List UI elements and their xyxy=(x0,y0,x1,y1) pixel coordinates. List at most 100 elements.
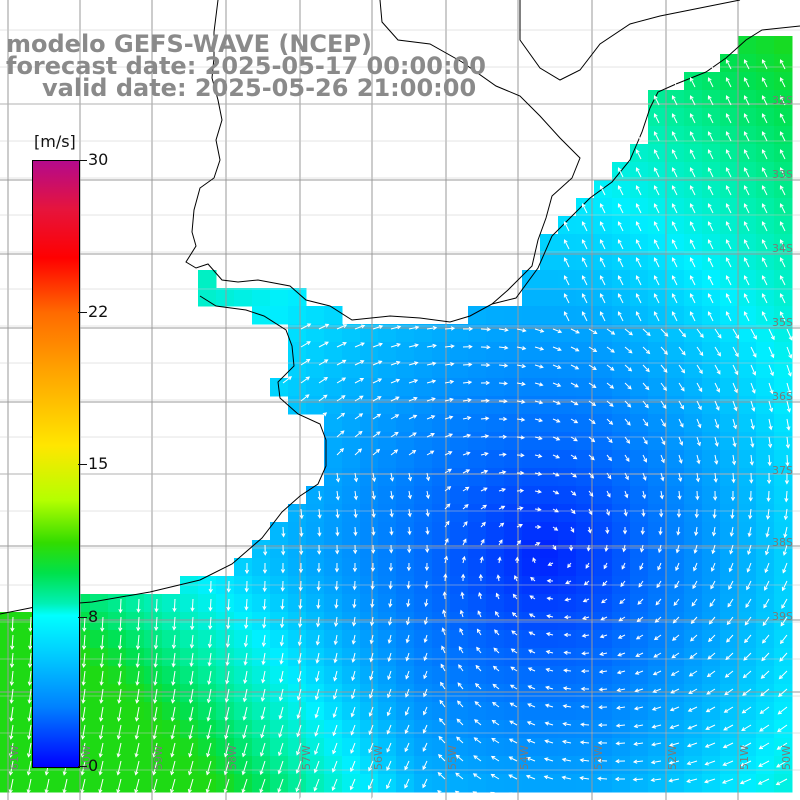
wind-arrow xyxy=(624,436,631,444)
wind-cell xyxy=(684,180,703,199)
wind-cell xyxy=(90,702,109,721)
wind-arrow xyxy=(261,634,266,647)
wind-cell xyxy=(486,468,505,487)
wind-arrow xyxy=(635,221,642,232)
wind-arrow xyxy=(209,796,212,800)
wind-arrow xyxy=(778,688,788,697)
wind-arrow xyxy=(653,131,660,142)
wind-arrow xyxy=(191,796,194,800)
wind-cell xyxy=(360,738,379,757)
wind-cell xyxy=(540,396,559,415)
wind-cell xyxy=(450,774,469,793)
wind-cell xyxy=(702,90,721,109)
wind-arrow xyxy=(171,652,176,668)
wind-cell xyxy=(612,486,631,505)
wind-cell xyxy=(558,378,577,397)
wind-cell xyxy=(396,522,415,541)
wind-cell xyxy=(522,306,541,325)
wind-cell xyxy=(612,342,631,361)
wind-arrow xyxy=(767,454,772,467)
wind-arrow xyxy=(580,668,590,674)
wind-arrow xyxy=(389,490,394,500)
wind-cell xyxy=(378,630,397,649)
wind-arrow xyxy=(696,364,703,375)
wind-arrow xyxy=(606,418,614,425)
wind-cell xyxy=(252,684,271,703)
wind-arrow xyxy=(673,598,680,607)
wind-arrow xyxy=(9,706,14,722)
wind-arrow xyxy=(135,652,140,668)
wind-cell xyxy=(450,342,469,361)
wind-cell xyxy=(774,684,793,703)
wind-arrow xyxy=(688,688,698,694)
wind-arrow xyxy=(598,705,608,710)
wind-arrow xyxy=(671,203,678,214)
wind-arrow xyxy=(438,753,446,762)
wind-arrow xyxy=(459,627,464,636)
wind-cell xyxy=(756,360,775,379)
wind-arrow xyxy=(315,670,320,683)
wind-arrow xyxy=(116,706,122,722)
colorbar-tick-label: 22 xyxy=(88,302,109,321)
wind-arrow xyxy=(443,573,448,582)
wind-cell xyxy=(342,684,361,703)
wind-cell xyxy=(216,684,235,703)
wind-arrow xyxy=(277,742,284,757)
wind-arrow xyxy=(651,742,662,747)
wind-arrow xyxy=(117,688,122,704)
wind-arrow xyxy=(732,436,737,448)
wind-arrow xyxy=(786,418,791,431)
wind-arrow xyxy=(407,490,412,500)
wind-arrow xyxy=(454,790,464,798)
wind-cell xyxy=(738,684,757,703)
wind-cell xyxy=(594,288,613,307)
wind-arrow xyxy=(671,257,678,268)
wind-arrow xyxy=(709,598,716,608)
wind-arrow xyxy=(764,562,770,574)
wind-cell xyxy=(702,414,721,433)
wind-arrow xyxy=(478,591,483,600)
wind-arrow xyxy=(659,508,664,518)
wind-arrow xyxy=(336,395,346,402)
wind-arrow xyxy=(516,453,525,458)
wind-arrow xyxy=(639,562,644,571)
wind-arrow xyxy=(653,221,660,232)
wind-arrow xyxy=(671,652,680,659)
latitude-label: 34S xyxy=(772,242,793,255)
wind-arrow xyxy=(423,652,428,662)
wind-arrow xyxy=(601,598,608,604)
wind-arrow xyxy=(599,257,606,268)
wind-cell xyxy=(522,504,541,523)
wind-cell xyxy=(576,450,595,469)
wind-cell xyxy=(432,558,451,577)
wind-cell xyxy=(738,720,757,739)
wind-cell xyxy=(612,558,631,577)
wind-arrow xyxy=(243,634,248,648)
wind-arrow xyxy=(766,490,771,503)
wind-cell xyxy=(324,738,343,757)
latitude-label: 35S xyxy=(772,316,793,329)
wind-cell xyxy=(90,774,109,793)
wind-arrow xyxy=(498,487,507,493)
wind-cell xyxy=(180,756,199,775)
wind-cell xyxy=(504,486,523,505)
wind-cell xyxy=(198,630,217,649)
wind-cell xyxy=(324,666,343,685)
wind-cell xyxy=(486,720,505,739)
wind-arrow xyxy=(206,706,212,722)
wind-cell xyxy=(702,756,721,775)
wind-cell xyxy=(198,666,217,685)
wind-cell xyxy=(378,774,397,793)
wind-arrow xyxy=(707,77,714,88)
wind-arrow xyxy=(617,293,624,304)
wind-arrow xyxy=(534,328,545,333)
wind-cell xyxy=(594,648,613,667)
wind-cell xyxy=(342,702,361,721)
wind-arrow xyxy=(707,149,714,160)
wind-cell xyxy=(162,630,181,649)
wind-arrow xyxy=(563,221,570,232)
wind-cell xyxy=(540,612,559,631)
longitude-label: 61W xyxy=(8,745,21,770)
wind-arrow xyxy=(259,760,266,776)
wind-cell xyxy=(270,720,289,739)
